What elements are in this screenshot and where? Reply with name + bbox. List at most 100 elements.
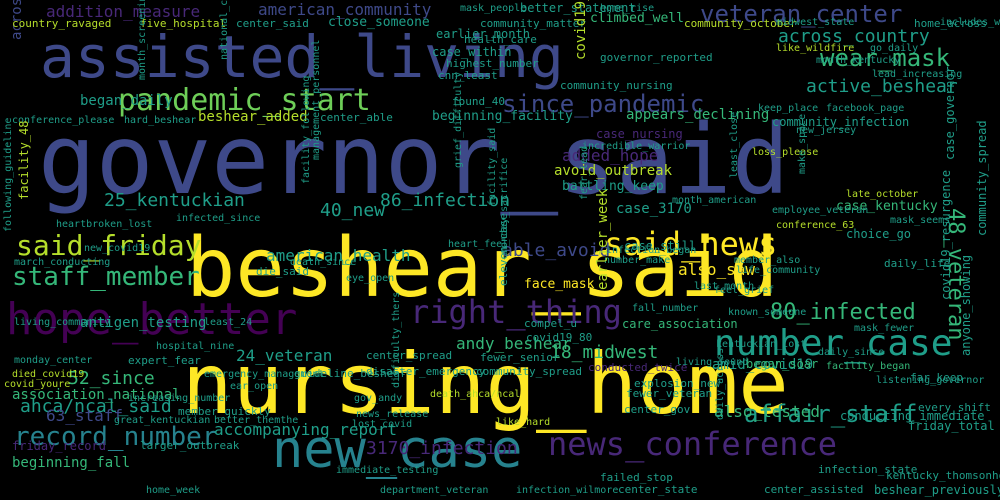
cloud-word: community_nursing [560,79,673,92]
cloud-word: living_found [676,357,749,368]
cloud-word: record_number [14,422,218,452]
cloud-word: assisted_living [40,23,564,91]
cloud-word: 25_kentuckian [104,190,245,211]
cloud-word: heart_feel [448,239,509,250]
cloud-word: employee_veteran [772,205,869,216]
cloud-word: community_infection [772,115,910,129]
cloud-word: lead_increasing [872,69,963,80]
cloud-word: month_american [672,195,757,206]
cloud-word: like_hard [496,417,551,428]
cloud-word: addition_measure [46,2,201,21]
cloud-word: department_veteran [380,485,489,496]
cloud-word: guideline_beshear [294,367,407,380]
cloud-word: march_conducting [14,257,111,268]
cloud-word: death_ahca/ncal [430,389,521,400]
cloud-word: monday_center [14,355,93,366]
cloud-word: member_also [734,255,801,266]
cloud-word: friday_record [12,439,106,453]
cloud-word: right_thing [410,293,622,331]
cloud-word: able_avoid [502,240,611,261]
cloud-word: larger_outbreak [140,439,240,452]
cloud-word: 40_new [320,200,386,221]
cloud-word: amid_covid19 [712,357,814,373]
cloud-word: daily_across [715,347,726,420]
cloud-word: gov_andy [354,393,403,404]
cloud-word: kentuckian_lost [716,339,807,350]
cloud-word: accompanying_report [214,420,398,439]
cloud-word: covid19_resurgence [939,169,953,300]
cloud-word: great_kentuckian [114,415,211,426]
cloud-word: member_quickly [178,405,271,418]
cloud-word: center_assisted [764,483,864,496]
cloud-word: 63_staff [46,406,124,425]
cloud-word: avoid_outbreak [554,163,673,179]
cloud-word: hope_better [6,294,298,345]
cloud-word: disaster_emergency [366,365,486,378]
cloud-word: governor_reported [600,51,713,64]
cloud-word: cnn_least [438,69,498,82]
cloud-word: died_covid19 [12,369,85,380]
cloud-word: highest_number [446,57,539,70]
cloud-word: keep_place [758,103,819,114]
cloud-word: mask_seems [890,215,951,226]
cloud-word: 18_midwest [550,342,659,363]
cloud-word: kentucky_thomsonhood [886,469,1000,482]
cloud-word: friday_total [908,419,995,433]
cloud-word: expert_fear [128,354,201,367]
cloud-word: veteran_center [700,0,903,28]
cloud-word: covid19_case [573,0,589,60]
cloud-word: make_space [797,113,808,174]
cloud-word: 86_infection [380,190,511,211]
cloud-word: lost_covid [352,419,413,430]
cloud-word: following_guideline [3,117,14,232]
cloud-word: center_spread [366,349,453,362]
cloud-word: midwest_state [776,17,855,28]
cloud-word: case_3170 [616,201,692,217]
cloud-word: said_friday [16,229,202,262]
cloud-word: immediate_testing [336,465,439,476]
cloud-word: explosion_new [634,377,721,390]
cloud-word: daily_life [884,257,951,270]
cloud-word: facility_said [487,127,498,206]
cloud-word: fewer_senior [480,351,560,364]
cloud-word: american_community [258,0,432,19]
cloud-word: month_kentucky [816,55,901,66]
cloud-word: feel_grief [714,285,775,296]
cloud-word: death_since [290,257,357,268]
cloud-word: includes_wearing [940,17,1000,28]
cloud-word: affair_staff [744,400,918,428]
cloud-word: new_case [272,420,523,480]
cloud-word: better_statement [520,1,636,15]
cloud-word: governor_said [38,104,790,216]
cloud-word: infected_since [176,213,261,224]
cloud-word: covid_youre [4,379,71,390]
cloud-word: country_ravaged [12,17,112,30]
cloud-word: conducted_twice [588,361,688,374]
cloud-word: ahca/ncal_said [20,396,172,417]
cloud-word: also_saw [678,260,756,279]
cloud-word: wear_mask [820,44,951,72]
cloud-word: nursing_home [182,335,789,433]
cloud-word: pandemic_start [118,83,371,118]
cloud-word: fall_number [632,303,699,314]
cloud-word: antigen_testing [80,315,207,331]
cloud-word: staff_member [12,262,200,292]
cloud-word: news_release [356,409,429,420]
cloud-word: american_health [266,246,411,265]
cloud-word: andy_beshear [456,334,572,353]
cloud-word: infection_state [818,463,918,476]
cloud-word: least_close [729,111,740,178]
cloud-word: earlier_week [595,188,611,290]
cloud-word: home_across [914,17,987,30]
cloud-word: infection_began [606,245,697,256]
cloud-word: fear_lead [579,145,590,200]
cloud-word: fewer_veteran [626,387,713,400]
cloud-word: also_tested [714,402,820,421]
cloud-word: case_still [624,239,697,253]
cloud-word: found_40 [452,95,505,108]
cloud-word: case_governor [943,66,957,160]
cloud-word: beshear_said [186,221,779,316]
cloud-word: battling_keep [562,179,664,194]
cloud-word: listening_governor [876,375,985,386]
cloud-word: mask_fewer [854,323,915,334]
